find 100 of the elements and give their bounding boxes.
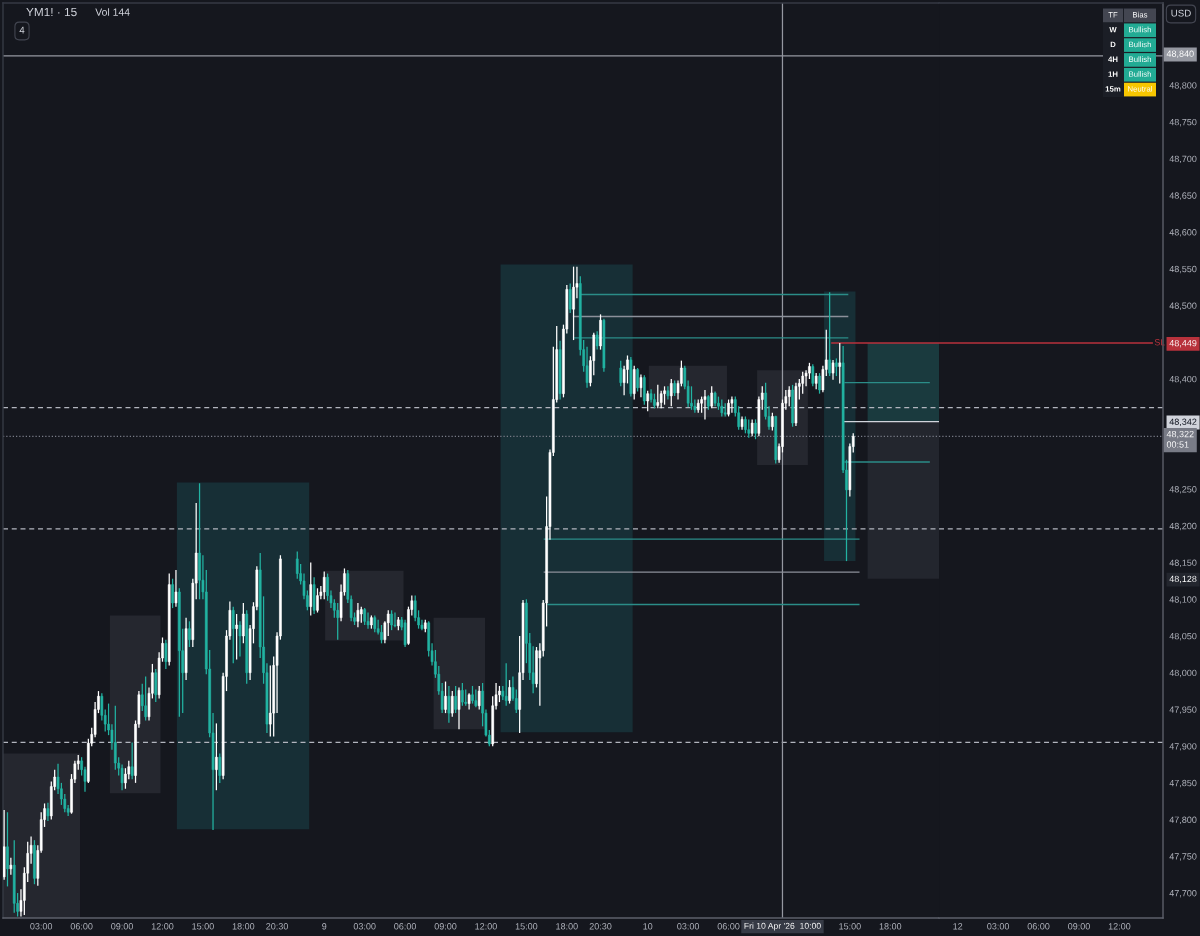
chart-subtitle: Vol 144 — [95, 8, 130, 16]
candlestick — [188, 620, 191, 648]
y-tick-label: 47,750 — [1169, 853, 1197, 861]
x-tick-label: 06:00 — [717, 923, 740, 930]
candlestick — [727, 398, 730, 418]
candlestick — [9, 857, 13, 876]
candlestick — [457, 686, 461, 730]
chart-title: YM1! · 15 — [26, 7, 77, 17]
candlestick — [235, 613, 238, 661]
series-label: SL — [1154, 339, 1166, 346]
candlestick — [231, 606, 235, 664]
x-tick-label: 09:00 — [111, 923, 133, 930]
x-tick-label: 18:00 — [879, 923, 902, 930]
text: USD — [1171, 9, 1191, 17]
candlestick — [154, 668, 158, 703]
candlestick — [744, 415, 747, 434]
candlestick — [828, 291, 831, 377]
candlestick — [6, 811, 9, 888]
candlestick — [639, 373, 643, 398]
y-tick-label: 47,950 — [1169, 706, 1197, 714]
candlestick — [366, 611, 370, 630]
y-tick-label: 47,850 — [1169, 779, 1197, 788]
y-tick-label: 48,100 — [1169, 596, 1197, 604]
candlestick — [508, 679, 511, 705]
candlestick — [811, 363, 815, 387]
candlestick — [450, 690, 454, 718]
candlestick — [572, 266, 575, 341]
candlestick — [370, 614, 373, 630]
y-tick-label: 48,200 — [1169, 522, 1197, 531]
y-tick-label: 48,128 — [1169, 575, 1197, 584]
candlestick — [164, 639, 168, 670]
y-tick-label: 48,800 — [1169, 82, 1197, 90]
x-tick-label: 10 — [643, 923, 653, 930]
y-tick-label: 47,800 — [1169, 816, 1197, 825]
x-tick-label: 12 — [953, 923, 963, 930]
x-tick-label: 09:00 — [1068, 923, 1090, 930]
y-tick-label: 48,000 — [1169, 669, 1197, 678]
x-tick-label: 03:00 — [677, 923, 700, 930]
x-tick-label: 18:00 — [232, 923, 255, 930]
x-tick-label: 12:00 — [475, 923, 497, 930]
ref-line-label: 48,322 00:51 — [1166, 430, 1194, 448]
y-tick-label: 48,650 — [1169, 192, 1197, 200]
candlestick — [787, 385, 791, 407]
ref-line-label: Fri 10 Apr '26 10:00 — [744, 922, 821, 931]
x-tick-label: 06:00 — [70, 923, 93, 930]
candlestick — [215, 722, 218, 791]
x-tick-label: 06:00 — [1027, 923, 1050, 930]
candlestick — [242, 602, 245, 644]
candlestick — [461, 682, 464, 707]
candlestick — [380, 624, 383, 644]
y-tick-label: 48,700 — [1169, 155, 1197, 164]
x-tick-label: 20:30 — [589, 923, 612, 930]
candlestick — [390, 609, 393, 631]
x-tick-label: 15:00 — [839, 923, 861, 930]
candlestick — [730, 395, 734, 414]
y-tick-label: 48,400 — [1169, 375, 1197, 384]
candlestick — [444, 680, 447, 714]
candlestick — [144, 675, 147, 722]
candlestick — [838, 342, 842, 385]
candlestick — [174, 569, 178, 608]
y-tick-label: 48,600 — [1169, 229, 1197, 237]
candlestick — [316, 587, 319, 614]
candlestick — [619, 360, 623, 387]
candlestick — [322, 570, 326, 600]
x-tick-label: 06:00 — [394, 923, 417, 930]
y-tick-label: 48,750 — [1169, 118, 1197, 127]
x-tick-label: 15:00 — [192, 923, 214, 930]
y-tick-label: 47,700 — [1169, 890, 1197, 898]
candlestick — [171, 578, 174, 609]
candlestick — [46, 802, 50, 822]
candlestick — [198, 482, 201, 600]
candlestick — [818, 372, 821, 395]
candlestick — [474, 688, 478, 708]
x-tick-label: 03:00 — [987, 923, 1010, 930]
annotation: 4 — [19, 26, 25, 34]
candlestick — [643, 374, 646, 406]
y-tick-label: 47,900 — [1169, 743, 1197, 751]
candlestick — [636, 367, 639, 393]
candlestick — [33, 839, 36, 885]
candlestick — [393, 611, 397, 628]
candlestick — [218, 752, 222, 784]
candlestick — [754, 418, 757, 440]
x-tick-label: 03:00 — [30, 923, 53, 930]
y-tick-label: 48,050 — [1169, 632, 1197, 641]
candlestick — [471, 685, 474, 705]
y-tick-label: 48,550 — [1169, 265, 1197, 274]
candlestick — [653, 393, 656, 409]
candlestick — [663, 385, 666, 406]
candlestick — [447, 685, 451, 724]
y-tick-label: 48,342 — [1169, 418, 1197, 427]
candlestick — [791, 384, 794, 428]
candlestick — [454, 685, 457, 714]
candlestick — [238, 620, 242, 658]
candlestick — [595, 330, 599, 351]
x-tick-label: 03:00 — [353, 923, 376, 930]
x-tick-label: 9 — [322, 923, 327, 930]
candlestick — [599, 313, 602, 351]
x-tick-label: 18:00 — [556, 923, 578, 930]
candlestick — [568, 282, 572, 314]
candlestick — [403, 619, 407, 648]
